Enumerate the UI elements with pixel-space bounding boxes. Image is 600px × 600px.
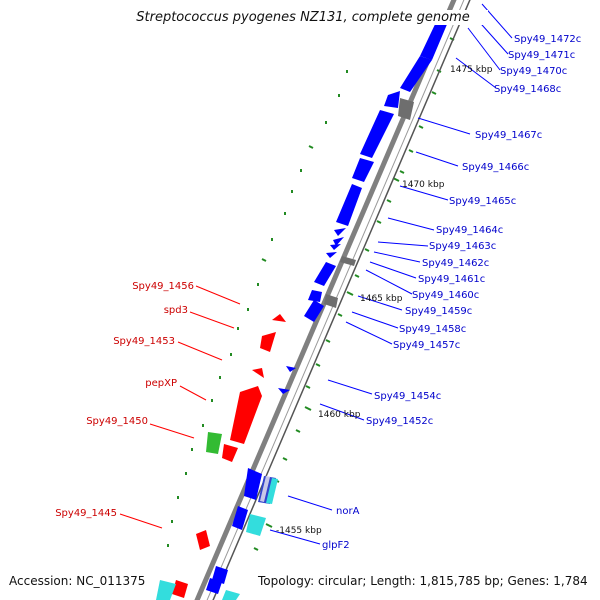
gene-spy49-1452c <box>278 388 290 394</box>
gene-label[interactable]: Spy49_1457c <box>393 340 460 351</box>
gene-label[interactable]: Spy49_1467c <box>475 130 542 141</box>
label-connectors-right <box>269 3 513 545</box>
gene-spd3 <box>260 332 276 352</box>
gene-label[interactable]: Spy49_1465c <box>449 196 516 207</box>
gene-label[interactable]: Spy49_1471c <box>508 50 575 61</box>
reverse-strand-genes <box>206 18 448 594</box>
gene-label[interactable]: Spy49_1450 <box>86 416 148 427</box>
gene-spy49-1463c <box>333 237 344 246</box>
tick-label: 1475 kbp <box>450 65 493 75</box>
gene-label[interactable]: spd3 <box>164 305 188 316</box>
gene-spy49-1470c <box>400 56 432 92</box>
gene-label[interactable]: Spy49_1472c <box>514 34 581 45</box>
gene-spy49-1456 <box>272 314 286 322</box>
gene-label[interactable]: Spy49_1466c <box>462 162 529 173</box>
gene-label[interactable]: Spy49_1470c <box>500 66 567 77</box>
map-title: Streptococcus pyogenes NZ131, complete g… <box>118 10 488 25</box>
rna-genes <box>324 98 414 308</box>
gene-labels-left: Spy49_1456 spd3 Spy49_1453 pepXP Spy49_1… <box>55 281 194 519</box>
tick-label: -1455 kbp <box>276 526 322 536</box>
gene-spy49-1445 <box>196 530 210 550</box>
gene-small-2 <box>206 578 222 594</box>
gene-nora <box>244 468 262 500</box>
tick-label: 1470 kbp <box>402 180 445 190</box>
gene-label[interactable]: Spy49_1453 <box>113 336 175 347</box>
tick-label: 1465 kbp <box>360 294 403 304</box>
gene-spy49-1453 <box>252 368 264 378</box>
gene-label[interactable]: Spy49_1445 <box>55 508 117 519</box>
gene-spy49-1467c <box>360 110 394 158</box>
label-connectors-left <box>119 285 241 529</box>
gene-spy49-1459c <box>308 290 322 302</box>
gene-label[interactable]: Spy49_1463c <box>429 241 496 252</box>
gene-label[interactable]: norA <box>336 506 360 517</box>
gene-label[interactable]: Spy49_1458c <box>399 324 466 335</box>
gene-spy49-1466c <box>352 158 374 182</box>
gene-spy49-1472c <box>420 18 448 60</box>
gene-spy49-1462c <box>330 244 341 250</box>
gene-small-1 <box>212 566 228 584</box>
gene-label[interactable]: Spy49_1459c <box>405 306 472 317</box>
gene-spy49-1464c <box>334 228 346 236</box>
gene-label[interactable]: Spy49_1462c <box>422 258 489 269</box>
tick-labels: 1475 kbp 1470 kbp 1465 kbp 1460 kbp -145… <box>276 65 493 536</box>
gene-labels-right: Spy49_1472c Spy49_1471c Spy49_1470c Spy4… <box>322 34 581 551</box>
gene-label[interactable]: glpF2 <box>322 540 350 551</box>
gene-label[interactable]: Spy49_1454c <box>374 391 441 402</box>
gene-label[interactable]: Spy49_1452c <box>366 416 433 427</box>
tick-marks <box>167 37 455 551</box>
gene-label[interactable]: Spy49_1456 <box>132 281 194 292</box>
forward-strand-genes <box>172 314 286 598</box>
other-genes <box>156 432 278 600</box>
gene-label[interactable]: Spy49_1461c <box>418 274 485 285</box>
tick-label: 1460 kbp <box>318 410 361 420</box>
gene-spy49-1450 <box>222 444 238 462</box>
gene-spy49-1461c <box>326 252 337 258</box>
gene-spy49-1460c <box>314 262 336 286</box>
gene-spy49-1465c <box>336 184 362 226</box>
gene-spy49-1458c <box>304 300 324 322</box>
gene-glpf2 <box>232 506 248 530</box>
genome-summary-text: Topology: circular; Length: 1,815,785 bp… <box>258 574 588 588</box>
gene-spy49-1454c <box>286 366 296 372</box>
gene-label[interactable]: Spy49_1464c <box>436 225 503 236</box>
gene-pepxp <box>230 386 262 444</box>
gene-spy49-1468c <box>384 91 400 108</box>
gene-label[interactable]: Spy49_1460c <box>412 290 479 301</box>
accession-text: Accession: NC_011375 <box>9 574 146 588</box>
gene-label[interactable]: Spy49_1468c <box>494 84 561 95</box>
gene-label[interactable]: pepXP <box>145 378 177 389</box>
gene-red-small <box>172 580 188 598</box>
